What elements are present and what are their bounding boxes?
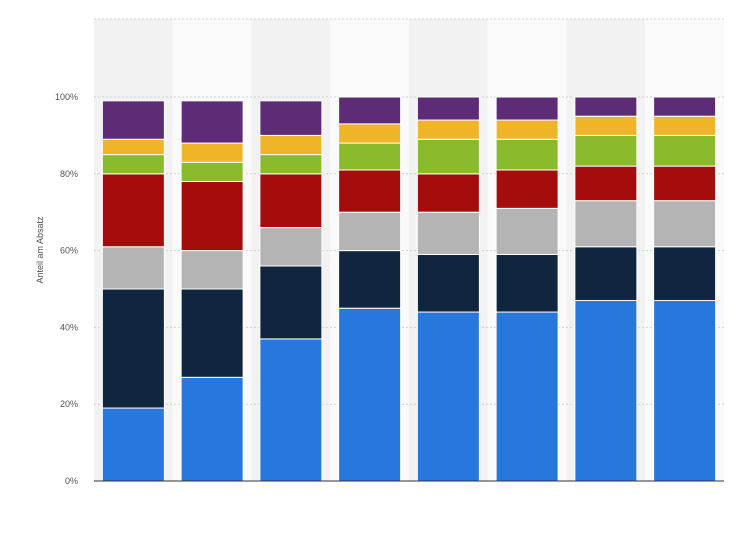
bar-segment[interactable] <box>259 173 323 229</box>
y-axis-title: Anteil am Absatz <box>35 216 45 284</box>
bar-segment[interactable] <box>338 211 402 252</box>
y-tick-label: 100% <box>55 92 78 102</box>
bar-segment[interactable] <box>653 200 717 248</box>
bar-segment[interactable] <box>416 96 480 121</box>
bar-segment[interactable] <box>338 123 402 144</box>
y-tick-label: 60% <box>60 246 78 256</box>
bars <box>101 96 717 482</box>
bar-segment[interactable] <box>259 154 323 175</box>
bar-segment[interactable] <box>416 138 480 175</box>
bar-segment[interactable] <box>416 119 480 140</box>
y-tick-label: 0% <box>65 476 78 486</box>
bar-segment[interactable] <box>338 307 402 482</box>
bar-segment[interactable] <box>574 246 638 302</box>
bar-segment[interactable] <box>101 138 165 156</box>
bar-segment[interactable] <box>180 161 244 182</box>
bar-segment[interactable] <box>416 311 480 482</box>
bar-segment[interactable] <box>338 96 402 125</box>
bar-segment[interactable] <box>574 96 638 117</box>
bar-segment[interactable] <box>180 142 244 163</box>
bar-segment[interactable] <box>338 142 402 171</box>
bar-segment[interactable] <box>653 165 717 202</box>
bar-segment[interactable] <box>101 154 165 175</box>
bar-segment[interactable] <box>653 246 717 302</box>
bar-segment[interactable] <box>495 96 559 121</box>
bar-segment[interactable] <box>416 173 480 213</box>
bar-segment[interactable] <box>574 115 638 136</box>
bar-segment[interactable] <box>101 100 165 140</box>
bar-segment[interactable] <box>259 134 323 156</box>
bar-segment[interactable] <box>259 265 323 340</box>
bar-segment[interactable] <box>416 211 480 255</box>
bar-segment[interactable] <box>180 376 244 482</box>
bar-segment[interactable] <box>259 338 323 482</box>
bar-segment[interactable] <box>180 100 244 144</box>
y-tick-label: 20% <box>60 399 78 409</box>
bar-segment[interactable] <box>574 134 638 167</box>
bar-segment[interactable] <box>653 115 717 136</box>
bar-segment[interactable] <box>495 207 559 255</box>
bar-segment[interactable] <box>259 227 323 267</box>
bar-segment[interactable] <box>101 288 165 409</box>
y-tick-label: 80% <box>60 169 78 179</box>
bar-segment[interactable] <box>101 246 165 290</box>
bar-segment[interactable] <box>495 169 559 209</box>
bar-segment[interactable] <box>338 169 402 213</box>
y-tick-label: 40% <box>60 322 78 332</box>
bar-segment[interactable] <box>338 250 402 309</box>
bar-segment[interactable] <box>653 300 717 482</box>
bar-segment[interactable] <box>180 180 244 252</box>
bar-segment[interactable] <box>259 100 323 136</box>
bar-segment[interactable] <box>495 119 559 140</box>
bar-segment[interactable] <box>653 96 717 117</box>
bar-segment[interactable] <box>574 200 638 248</box>
bar-segment[interactable] <box>416 253 480 313</box>
bar-segment[interactable] <box>180 250 244 290</box>
y-tick-labels: 0% 20% 40% 60% 80% 100% <box>55 92 78 486</box>
bar-segment[interactable] <box>653 134 717 167</box>
bar-segment[interactable] <box>574 165 638 202</box>
bar-segment[interactable] <box>495 138 559 171</box>
bar-segment[interactable] <box>101 407 165 482</box>
bar-segment[interactable] <box>574 300 638 482</box>
bar-segment[interactable] <box>495 311 559 482</box>
bar-segment[interactable] <box>495 253 559 313</box>
bar-segment[interactable] <box>180 288 244 378</box>
bar-segment[interactable] <box>101 173 165 248</box>
